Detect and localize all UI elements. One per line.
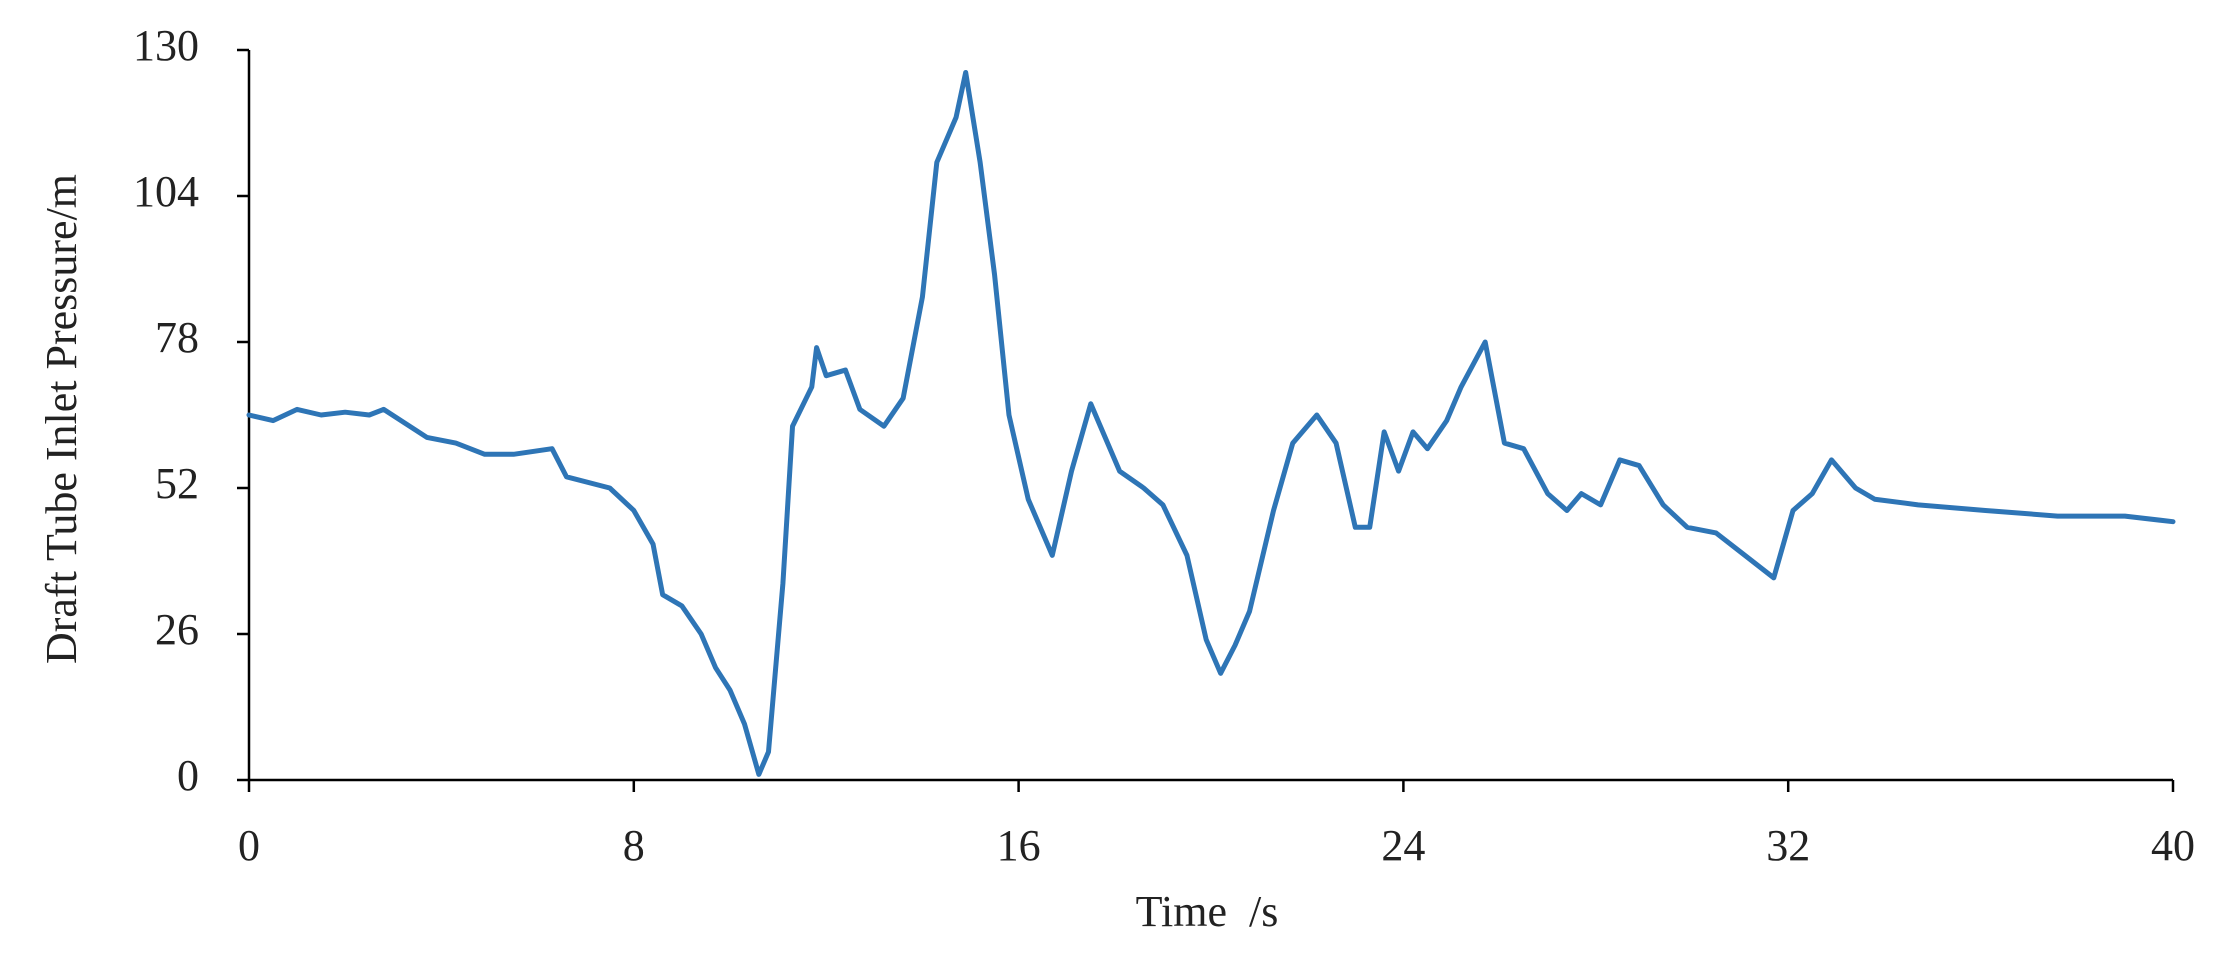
x-tick-label: 32 [1766, 821, 1810, 870]
x-tick-label: 16 [997, 821, 1041, 870]
x-tick-label: 8 [623, 821, 645, 870]
data-line [246, 69, 2176, 777]
y-tick-label: 78 [155, 313, 199, 362]
x-axis-label: Time /s [1136, 887, 1279, 936]
y-tick-label: 0 [177, 751, 199, 800]
y-axis-label: Draft Tube Inlet Pressure/m [37, 174, 86, 664]
y-tick-label: 26 [155, 605, 199, 654]
y-tick-label: 130 [133, 21, 199, 70]
y-tick-label: 52 [155, 459, 199, 508]
x-tick-label: 0 [238, 821, 260, 870]
x-tick-label: 24 [1381, 821, 1425, 870]
x-tick-label: 40 [2151, 821, 2195, 870]
y-tick-label: 104 [133, 167, 199, 216]
